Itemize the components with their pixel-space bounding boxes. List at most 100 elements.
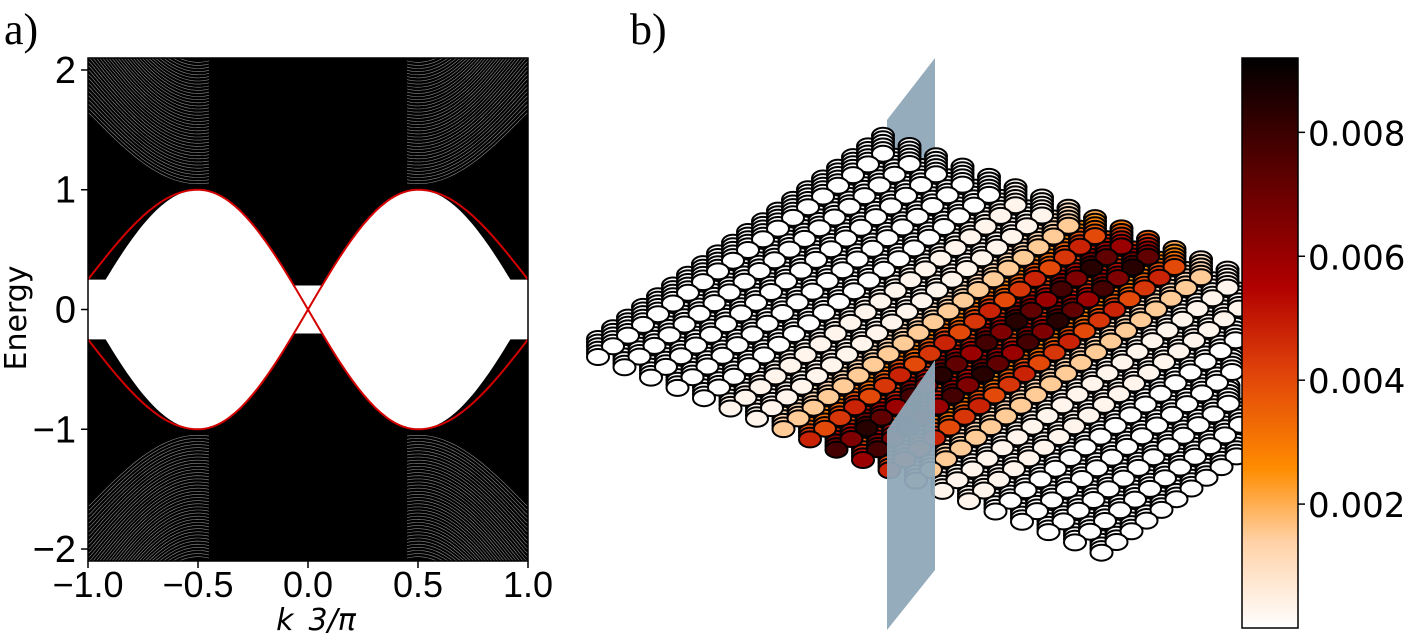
lattice-site [792, 229, 817, 248]
bulk-band-line [87, 112, 210, 184]
lattice-site [852, 187, 877, 206]
lattice-site [861, 355, 886, 374]
lattice-site [998, 491, 1023, 510]
lattice-site [631, 315, 655, 334]
lattice-site [1132, 279, 1157, 298]
lattice-site [775, 388, 799, 407]
lattice-site [956, 376, 980, 395]
bulk-band-line [406, 475, 529, 562]
bulk-band-line [87, 475, 210, 562]
lattice-site [1025, 502, 1049, 521]
lattice-site [733, 388, 758, 407]
lattice-site [1175, 395, 1199, 414]
bulk-band-line [406, 478, 529, 562]
lattice-site [1117, 290, 1142, 309]
lattice-site [811, 187, 835, 206]
bulk-band-line [406, 441, 529, 516]
lattice-site [1130, 427, 1154, 446]
lattice-site [869, 408, 894, 427]
lattice-site [763, 367, 788, 386]
lattice-site [964, 428, 988, 447]
lattice-site [714, 315, 738, 334]
lattice-site [1058, 449, 1083, 467]
bulk-band-line [87, 57, 210, 128]
lattice-site [793, 346, 818, 364]
lattice-site [1041, 227, 1066, 246]
bulk-band-line [406, 73, 529, 156]
lattice-site [1109, 237, 1134, 256]
lattice-site [902, 239, 926, 258]
lattice-site [838, 313, 863, 332]
lattice-site [1144, 300, 1168, 319]
lattice-site [978, 302, 1002, 320]
bulk-band-line [406, 481, 529, 562]
lattice-site [975, 449, 1000, 468]
lattice-site [786, 409, 811, 428]
lattice-site [1093, 512, 1117, 530]
lattice-site [1155, 321, 1180, 340]
bulk-band-line [406, 57, 529, 135]
lattice-site [691, 273, 715, 292]
lattice-site [967, 397, 992, 416]
lattice-site [828, 409, 852, 427]
lattice-site [1106, 269, 1130, 288]
bulk-band-line [87, 64, 210, 150]
bulk-band-line [87, 90, 210, 169]
x-tick-label: 0.5 [393, 564, 443, 605]
lattice-site [1104, 533, 1129, 551]
lattice-site [777, 240, 802, 259]
bulk-band-line [406, 450, 529, 529]
lattice-site [989, 323, 1014, 341]
lattice-site [1171, 426, 1196, 445]
lattice-site [1088, 427, 1113, 446]
lattice-site [692, 389, 716, 408]
bulk-band-line [87, 86, 210, 166]
y-ticks: 2 1 0 −1 −2 [33, 50, 88, 571]
edge-state-series-2 [87, 307, 529, 431]
lattice-site [933, 334, 957, 353]
lattice-site [639, 368, 663, 387]
bulk-band-line [87, 459, 210, 542]
bulk-band-line [406, 453, 529, 533]
lattice-site [937, 418, 962, 437]
lattice-site [1209, 458, 1234, 477]
bulk-band-line [87, 57, 210, 135]
lattice-site [1129, 311, 1153, 330]
bulk-band-line [87, 107, 210, 181]
lattice-site [601, 337, 625, 356]
bulk-band-line [406, 60, 529, 147]
lattice-site [1179, 479, 1204, 498]
lattice-site [856, 155, 880, 174]
lattice-site [895, 302, 919, 321]
lattice-site [842, 282, 866, 301]
lattice-site [824, 440, 849, 459]
bulk-band-line [406, 490, 529, 562]
lattice-site [891, 334, 916, 353]
lattice-site [887, 250, 911, 269]
bulk-band-line [87, 490, 210, 562]
lattice-site [947, 207, 971, 226]
lattice-site [977, 185, 1001, 204]
lattice-site [1085, 459, 1109, 478]
lattice-site [857, 271, 881, 290]
lattice-site [971, 365, 995, 384]
lattice-site [1016, 333, 1040, 352]
lattice-site [982, 386, 1007, 405]
lattice-site [1137, 363, 1161, 382]
lattice-site [873, 376, 897, 395]
lattice-site [1100, 448, 1124, 467]
panel-a: −1.0 −0.5 0.0 0.5 1.0 2 1 0 −1 −2 k_3/π Energy [0, 50, 553, 634]
lattice-site [943, 239, 968, 257]
lattice-site [948, 323, 972, 342]
lattice-site [973, 217, 998, 236]
lattice-site [1026, 238, 1051, 257]
bulk-band-line [87, 487, 210, 562]
lattice-site [1064, 269, 1089, 288]
lattice-site [782, 325, 806, 343]
lattice-site [627, 347, 652, 366]
lattice-site [1213, 426, 1237, 445]
bulk-band-line [87, 57, 210, 138]
lattice-site [798, 430, 822, 449]
bulk-band-line [406, 107, 529, 181]
bulk-band-line [87, 438, 210, 512]
